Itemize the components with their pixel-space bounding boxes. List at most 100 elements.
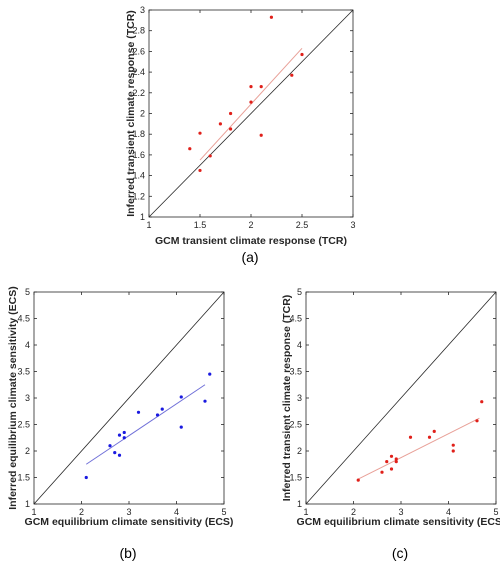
y-tick-label: 5 bbox=[297, 287, 302, 297]
x-axis-label: GCM transient climate response (TCR) bbox=[155, 235, 347, 247]
identity-line bbox=[305, 291, 497, 505]
x-tick-label: 2.5 bbox=[296, 220, 309, 230]
data-point bbox=[389, 454, 394, 458]
data-point bbox=[451, 449, 455, 453]
y-tick-label: 1 bbox=[140, 212, 145, 222]
data-point bbox=[249, 84, 253, 89]
x-tick-label: 1 bbox=[146, 220, 151, 230]
y-tick-label: 2.8 bbox=[132, 26, 145, 36]
x-tick-label: 2 bbox=[248, 220, 253, 230]
data-point bbox=[122, 436, 126, 440]
data-point bbox=[394, 457, 398, 461]
data-point bbox=[394, 460, 398, 464]
panel-label: (b) bbox=[119, 545, 136, 561]
data-point bbox=[160, 407, 164, 411]
x-tick-label: 3 bbox=[126, 507, 131, 517]
y-tick-label: 2.2 bbox=[132, 88, 145, 98]
data-point bbox=[117, 433, 122, 437]
y-tick-label: 1.6 bbox=[132, 150, 145, 160]
fit-line bbox=[85, 384, 206, 465]
y-tick-label: 5 bbox=[25, 287, 30, 297]
data-point bbox=[290, 73, 294, 77]
y-tick-label: 2.4 bbox=[132, 67, 145, 77]
y-tick-label: 1.5 bbox=[17, 473, 30, 483]
y-tick-label: 2.5 bbox=[17, 420, 30, 430]
x-tick-label: 1 bbox=[31, 507, 36, 517]
y-tick-label: 3 bbox=[140, 5, 145, 15]
x-tick-label: 1 bbox=[303, 507, 308, 517]
data-point bbox=[300, 52, 304, 57]
panel-a: 1 1.5 2 2.5 311.21.41.61.822.22.42.62.83GCM … bbox=[125, 5, 356, 265]
data-point bbox=[117, 453, 122, 457]
y-tick-label: 4 bbox=[25, 340, 30, 350]
panel-label: (c) bbox=[392, 545, 408, 561]
data-point bbox=[451, 443, 455, 447]
data-point bbox=[259, 84, 263, 89]
x-axis-label: GCM equilibrium climate sensitivity (ECS… bbox=[25, 516, 234, 528]
data-point bbox=[229, 111, 233, 116]
data-point bbox=[269, 15, 273, 19]
data-point bbox=[356, 478, 360, 482]
y-axis-label: Inferred equilibrium climate sensitivity… bbox=[7, 286, 19, 509]
data-point bbox=[480, 400, 484, 404]
x-tick-label: 5 bbox=[221, 507, 226, 517]
y-axis-label: Inferred transient climate response (TCR… bbox=[125, 10, 137, 217]
y-tick-label: 2.6 bbox=[132, 46, 145, 56]
data-point bbox=[408, 435, 413, 439]
data-point bbox=[198, 168, 202, 173]
x-axis-label: GCM equilibrium climate sensitivity (ECS… bbox=[297, 516, 500, 528]
y-tick-label: 1 bbox=[297, 499, 302, 509]
y-tick-label: 1 bbox=[25, 499, 30, 509]
data-point bbox=[122, 430, 126, 435]
y-tick-label: 1.8 bbox=[132, 129, 145, 139]
data-point bbox=[380, 470, 384, 474]
identity-line bbox=[148, 9, 354, 218]
data-point bbox=[249, 100, 253, 104]
y-tick-label: 3 bbox=[25, 393, 30, 403]
data-point bbox=[203, 399, 207, 403]
x-tick-label: 4 bbox=[174, 507, 179, 517]
x-tick-label: 2 bbox=[351, 507, 356, 517]
data-point bbox=[218, 122, 222, 126]
data-point bbox=[389, 467, 394, 471]
data-point bbox=[229, 127, 233, 131]
y-tick-label: 2.5 bbox=[289, 420, 302, 430]
y-tick-label: 3.5 bbox=[289, 367, 302, 377]
x-tick-label: 1.5 bbox=[194, 220, 207, 230]
y-tick-label: 4 bbox=[297, 340, 302, 350]
panel-label: (a) bbox=[241, 249, 258, 265]
y-tick-label: 3.5 bbox=[17, 367, 30, 377]
y-tick-label: 4.5 bbox=[289, 314, 302, 324]
y-tick-label: 2 bbox=[297, 446, 302, 456]
y-tick-label: 1.2 bbox=[132, 191, 145, 201]
data-point bbox=[208, 372, 212, 376]
y-tick-label: 2 bbox=[25, 446, 30, 456]
data-point bbox=[188, 147, 192, 151]
data-point bbox=[136, 410, 141, 414]
x-tick-label: 5 bbox=[493, 507, 498, 517]
data-point bbox=[113, 450, 117, 455]
data-point bbox=[427, 435, 432, 439]
y-tick-label: 4.5 bbox=[17, 314, 30, 324]
y-axis-label: Inferred transient climate response (TCR… bbox=[281, 295, 293, 502]
y-tick-label: 1.5 bbox=[289, 473, 302, 483]
fit-line bbox=[358, 417, 480, 480]
data-point bbox=[155, 413, 160, 417]
data-point bbox=[208, 154, 212, 158]
x-tick-label: 3 bbox=[350, 220, 355, 230]
fit-line bbox=[199, 47, 303, 161]
data-point bbox=[84, 475, 88, 480]
y-tick-label: 2 bbox=[140, 109, 145, 119]
data-point bbox=[385, 460, 389, 464]
y-tick-label: 3 bbox=[297, 393, 302, 403]
identity-line bbox=[33, 291, 225, 505]
data-point bbox=[108, 444, 112, 448]
data-point bbox=[179, 425, 183, 429]
data-point bbox=[475, 419, 479, 423]
data-point bbox=[179, 395, 183, 399]
data-point bbox=[198, 131, 202, 135]
x-tick-label: 3 bbox=[398, 507, 403, 517]
